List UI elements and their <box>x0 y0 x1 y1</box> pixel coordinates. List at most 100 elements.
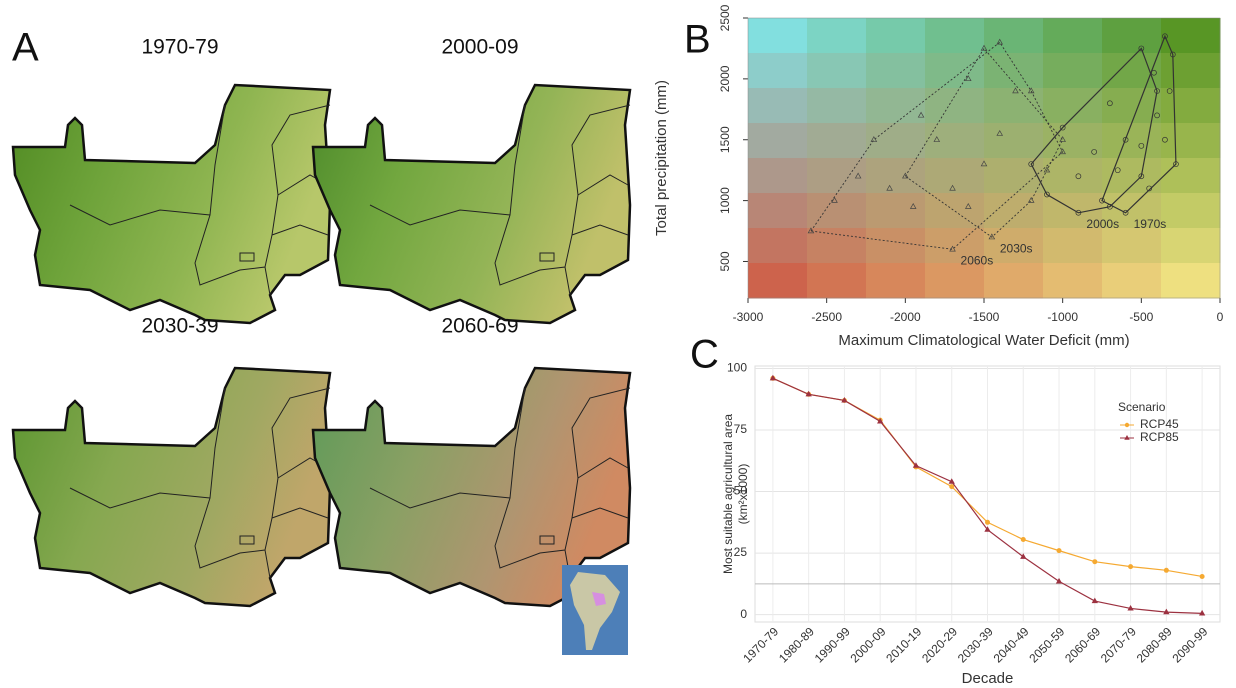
x-tick-label: 0 <box>1217 310 1224 324</box>
bg-cell <box>925 228 985 264</box>
bg-cell <box>1161 158 1221 194</box>
x-tick-label: 2040-49 <box>991 624 1032 665</box>
series-label: 2060s <box>961 253 994 267</box>
point <box>1091 149 1097 155</box>
bg-cell <box>807 18 867 54</box>
bg-cell <box>807 193 867 229</box>
y-tick-label: 75 <box>734 422 748 436</box>
point <box>807 227 815 234</box>
hull <box>1030 47 1158 214</box>
map <box>311 83 632 325</box>
point <box>1059 124 1066 131</box>
marker <box>1091 597 1098 604</box>
legend-label: RCP45 <box>1140 417 1179 431</box>
y-axis-title: Total precipitation (mm) <box>653 80 670 236</box>
bg-cell <box>807 88 867 124</box>
bg-cell <box>1102 18 1162 54</box>
legend-marker <box>1124 435 1130 440</box>
point <box>980 44 988 51</box>
bg-cell <box>866 123 926 159</box>
panel-label: C <box>690 333 719 377</box>
x-tick-label: -1000 <box>1047 310 1078 324</box>
y-tick-label: 0 <box>740 607 747 621</box>
point <box>1107 100 1113 107</box>
bg-cell <box>748 88 808 124</box>
bg-cell <box>866 193 926 229</box>
x-tick-label: -2000 <box>890 310 921 324</box>
marker <box>1128 564 1134 570</box>
x-tick-label: 2060-69 <box>1062 624 1103 665</box>
bg-cell <box>925 193 985 229</box>
bg-cell <box>807 123 867 159</box>
point <box>980 160 988 167</box>
y-tick-label: 1000 <box>718 187 732 214</box>
point <box>988 233 996 240</box>
bg-cell <box>925 263 985 299</box>
y-tick-label: 1500 <box>718 126 732 153</box>
y-axis-title: (km²x1000) <box>736 464 750 525</box>
bg-cell <box>1102 263 1162 299</box>
bg-cell <box>1161 18 1221 54</box>
series-label: 1970s <box>1134 217 1167 231</box>
point <box>831 196 838 203</box>
bg-cell <box>1161 123 1221 159</box>
bg-cell <box>1043 158 1103 194</box>
bg-cell <box>984 53 1044 89</box>
x-tick-label: -2500 <box>811 310 842 324</box>
bg-cell <box>984 88 1044 124</box>
y-axis-title: Most suitable agricultural area <box>721 414 735 574</box>
marker <box>1127 604 1134 611</box>
legend-label: RCP85 <box>1140 430 1179 444</box>
bg-cell <box>866 88 926 124</box>
bg-cell <box>807 263 867 299</box>
marker <box>1056 548 1062 554</box>
marker <box>1163 567 1169 573</box>
bg-cell <box>984 263 1044 299</box>
marker <box>1092 559 1098 565</box>
map <box>11 366 332 608</box>
bg-cell <box>807 158 867 194</box>
point <box>1027 196 1035 203</box>
bg-cell <box>1161 228 1221 264</box>
marker <box>984 526 991 532</box>
y-tick-label: 100 <box>727 361 747 375</box>
bg-cell <box>807 228 867 264</box>
bg-cell <box>866 228 926 264</box>
marker <box>1020 553 1027 559</box>
x-tick-label: 2000-09 <box>848 624 889 665</box>
y-tick-label: 50 <box>734 484 748 498</box>
point <box>1075 173 1082 180</box>
bg-cell <box>748 18 808 54</box>
bg-cell <box>984 158 1044 194</box>
bg-cell <box>748 228 808 264</box>
point <box>1044 191 1050 198</box>
point <box>886 184 893 191</box>
bg-cell <box>925 53 985 89</box>
bg-cell <box>1102 193 1162 229</box>
point <box>1138 45 1145 52</box>
series-label: 2030s <box>1000 241 1033 255</box>
x-tick-label: -1500 <box>969 310 1000 324</box>
x-tick-label: -500 <box>1129 310 1153 324</box>
marker <box>805 390 812 397</box>
point <box>1122 136 1129 143</box>
marker <box>1055 577 1063 584</box>
point <box>1166 88 1173 94</box>
point <box>996 129 1004 136</box>
marker <box>769 374 777 381</box>
bg-cell <box>925 123 985 159</box>
bg-cell <box>1161 263 1221 299</box>
point <box>909 202 917 209</box>
bg-cell <box>866 53 926 89</box>
point <box>949 184 956 191</box>
legend-marker <box>1124 422 1130 428</box>
point <box>1012 87 1019 94</box>
bg-cell <box>984 193 1044 229</box>
point <box>1138 173 1145 180</box>
x-tick-label: 2090-99 <box>1169 624 1210 665</box>
panel-label: A <box>12 26 39 70</box>
point <box>1154 88 1160 94</box>
bg-cell <box>866 263 926 299</box>
bg-cell <box>925 158 985 194</box>
